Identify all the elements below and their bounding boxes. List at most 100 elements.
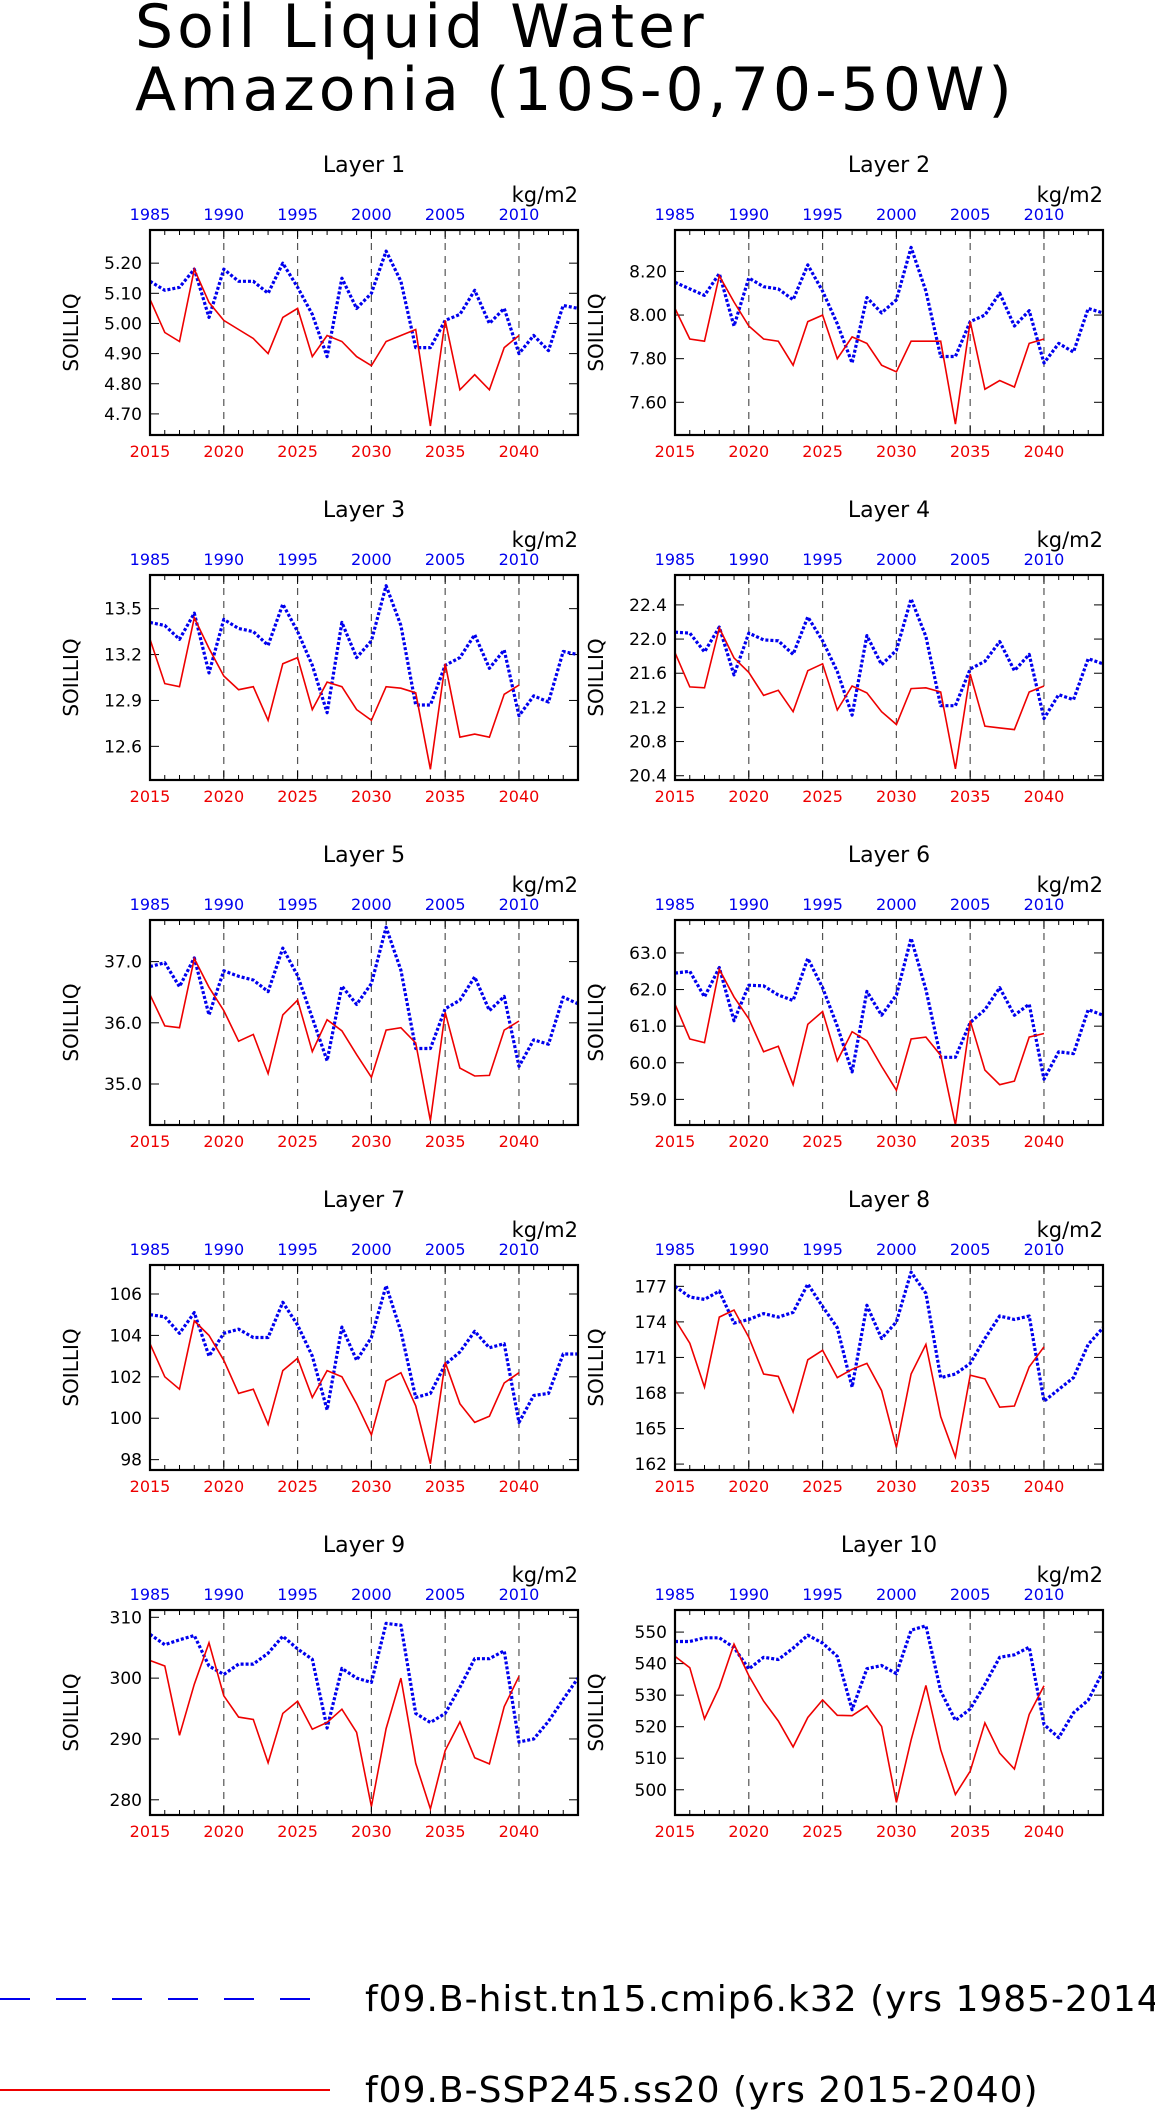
- series-line-hist: [674, 936, 1104, 1081]
- series-line-hist: [675, 1624, 1105, 1740]
- x-bottom-tick-label: 2040: [1024, 1822, 1065, 1841]
- x-bottom-tick-label: 2030: [876, 1477, 917, 1496]
- x-top-tick-label: 2005: [950, 205, 991, 224]
- y-axis-label: SOILLIQ: [584, 983, 608, 1061]
- y-axis-label: SOILLIQ: [584, 1673, 608, 1751]
- panel-title: Layer 8: [848, 1188, 930, 1213]
- x-bottom-tick-label: 2035: [950, 1477, 991, 1496]
- series-line-hist: [674, 597, 1104, 721]
- y-axis-label: SOILLIQ: [59, 293, 83, 371]
- panel-5: Layer 5 kg/m2 SOILLIQ 37.0 36.0 35.0 1985 1990 1…: [59, 843, 580, 1151]
- x-bottom-tick-label: 2030: [876, 1132, 917, 1151]
- x-top-tick-label: 1985: [655, 550, 696, 569]
- x-bottom-tick-label: 2020: [203, 1822, 244, 1841]
- x-bottom-tick-label: 2035: [950, 442, 991, 461]
- x-bottom-tick-label: 2020: [728, 787, 769, 806]
- x-bottom-tick-label: 2025: [802, 1822, 843, 1841]
- x-top-tick-label: 2000: [876, 1240, 917, 1259]
- series-line-ssp: [149, 1640, 520, 1812]
- panel-title: Layer 7: [323, 1188, 405, 1213]
- y-tick-label: 104: [110, 1326, 142, 1346]
- y-tick-label: 5.20: [104, 254, 142, 274]
- chart-legend: f09.B-hist.tn15.cmip6.k32 (yrs 1985-2014…: [0, 1979, 1155, 2111]
- y-tick-label: 106: [110, 1285, 142, 1305]
- x-top-tick-label: 2010: [499, 205, 540, 224]
- plot-frame: [148, 228, 580, 437]
- panel-9: Layer 9 kg/m2 SOILLIQ 310 300 290 280 1985 1990 1…: [59, 1533, 580, 1841]
- panel-title: Layer 2: [848, 153, 930, 178]
- x-bottom-tick-label: 2025: [277, 1477, 318, 1496]
- x-top-tick-label: 1985: [655, 205, 696, 224]
- units-label: kg/m2: [1037, 1218, 1103, 1242]
- chart-title-line-1: Soil Liquid Water: [135, 0, 708, 62]
- x-bottom-tick-label: 2020: [728, 1132, 769, 1151]
- plot-frame: [673, 573, 1105, 782]
- units-label: kg/m2: [1037, 873, 1103, 897]
- x-bottom-tick-label: 2020: [203, 1477, 244, 1496]
- y-tick-label: 22.4: [629, 596, 667, 616]
- x-top-tick-label: 2010: [499, 1240, 540, 1259]
- legend-label-ssp: f09.B-SSP245.ss20 (yrs 2015-2040): [365, 2070, 1039, 2111]
- x-top-tick-label: 2010: [1024, 1585, 1065, 1604]
- x-bottom-tick-label: 2030: [876, 787, 917, 806]
- x-bottom-tick-label: 2035: [425, 787, 466, 806]
- x-top-tick-label: 1990: [728, 1585, 769, 1604]
- x-bottom-tick-label: 2020: [203, 1132, 244, 1151]
- x-bottom-tick-label: 2030: [876, 1822, 917, 1841]
- x-bottom-tick-label: 2015: [655, 1822, 696, 1841]
- y-tick-label: 168: [635, 1384, 667, 1404]
- y-tick-label: 510: [635, 1749, 667, 1769]
- y-axis-label: SOILLIQ: [584, 293, 608, 371]
- chart-title-line-2: Amazonia (10S-0,70-50W): [135, 55, 1016, 125]
- x-top-tick-label: 1985: [130, 550, 171, 569]
- series-line-ssp: [674, 273, 1045, 425]
- x-top-tick-label: 1985: [130, 895, 171, 914]
- panel-7: Layer 7 kg/m2 SOILLIQ 106 104 102 100 98 1985 199…: [59, 1188, 580, 1496]
- x-top-tick-label: 2005: [950, 1585, 991, 1604]
- y-tick-label: 5.00: [104, 314, 142, 334]
- x-top-tick-label: 1995: [277, 895, 318, 914]
- y-tick-label: 530: [635, 1686, 667, 1706]
- y-tick-label: 60.0: [629, 1054, 667, 1074]
- x-bottom-tick-label: 2035: [425, 442, 466, 461]
- y-tick-label: 171: [635, 1348, 667, 1368]
- series-line-hist: [149, 249, 579, 359]
- x-top-tick-label: 2010: [1024, 1240, 1065, 1259]
- y-axis-label: SOILLIQ: [584, 638, 608, 716]
- panel-title: Layer 9: [323, 1533, 405, 1558]
- y-tick-label: 4.80: [104, 375, 142, 395]
- x-bottom-tick-label: 2015: [130, 1132, 171, 1151]
- series-line-ssp: [149, 956, 520, 1121]
- units-label: kg/m2: [512, 873, 578, 897]
- x-bottom-tick-label: 2020: [728, 1477, 769, 1496]
- x-bottom-tick-label: 2025: [802, 1477, 843, 1496]
- x-top-tick-label: 1985: [655, 895, 696, 914]
- x-bottom-tick-label: 2035: [425, 1132, 466, 1151]
- x-top-tick-label: 1995: [277, 550, 318, 569]
- y-tick-label: 5.10: [104, 284, 142, 304]
- x-top-tick-label: 2010: [499, 550, 540, 569]
- series-line-hist: [674, 1270, 1105, 1403]
- plot-frame: [148, 1608, 580, 1817]
- panel-title: Layer 10: [841, 1533, 937, 1558]
- x-top-tick-label: 2000: [351, 895, 392, 914]
- x-top-tick-label: 2000: [351, 1240, 392, 1259]
- x-top-tick-label: 1995: [277, 205, 318, 224]
- x-bottom-tick-label: 2030: [876, 442, 917, 461]
- x-top-tick-label: 1985: [655, 1240, 696, 1259]
- x-top-tick-label: 1990: [203, 205, 244, 224]
- x-top-tick-label: 2000: [876, 550, 917, 569]
- x-bottom-tick-label: 2035: [950, 787, 991, 806]
- x-bottom-tick-label: 2020: [728, 1822, 769, 1841]
- x-top-tick-label: 2010: [1024, 550, 1065, 569]
- plot-frame: [673, 1608, 1105, 1817]
- x-bottom-tick-label: 2030: [351, 1132, 392, 1151]
- y-tick-label: 177: [635, 1277, 667, 1297]
- series-line-ssp: [149, 615, 520, 770]
- y-tick-label: 20.8: [629, 733, 667, 753]
- plot-frame: [673, 228, 1105, 437]
- panel-title: Layer 4: [848, 498, 930, 523]
- x-top-tick-label: 2005: [425, 1240, 466, 1259]
- x-bottom-tick-label: 2040: [499, 787, 540, 806]
- x-bottom-tick-label: 2015: [130, 787, 171, 806]
